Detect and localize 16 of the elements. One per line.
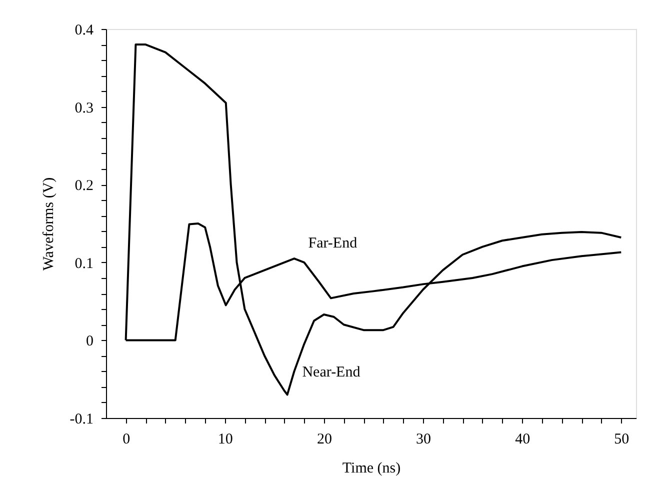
x-tick-label: 20 [316,432,332,448]
x-tick-label: 40 [515,432,530,448]
y-tick-label: 0.4 [74,22,94,38]
y-axis-title: Waveforms (V) [40,177,57,271]
y-tick-label: 0 [86,334,94,350]
y-tick-label: 0.2 [74,178,94,194]
y-tick-label: -0.1 [70,412,94,428]
annotation: Near-End [302,364,361,380]
x-tick-label: 30 [416,432,432,448]
x-axis-title: Time (ns) [342,460,401,476]
x-tick-label: 10 [218,432,233,448]
x-tick-label: 0 [122,432,130,448]
x-tick-label: 50 [614,432,630,448]
annotation: Far-End [308,236,358,252]
y-tick-label: 0.1 [74,256,94,272]
y-tick-label: 0.3 [74,100,94,116]
